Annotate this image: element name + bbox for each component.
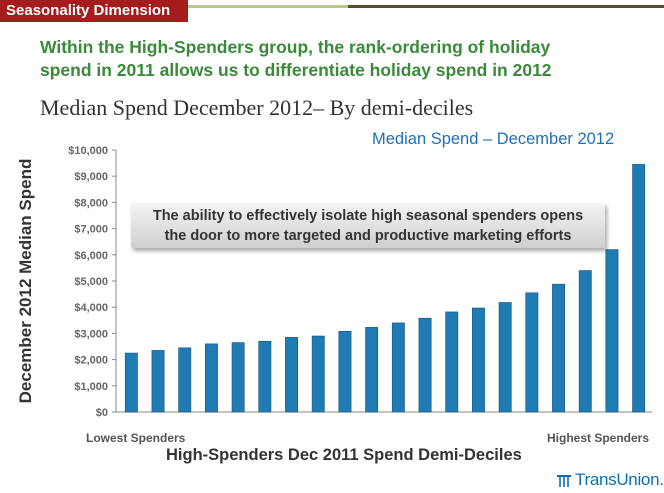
header-rule-dark <box>348 5 664 8</box>
bar <box>258 340 272 413</box>
bar <box>498 302 512 413</box>
y-tick-label: $3,000 <box>74 328 108 340</box>
x-axis-title: High-Spenders Dec 2011 Spend Demi-Decile… <box>166 446 522 464</box>
callout-line-2: the door to more targeted and productive… <box>164 228 572 244</box>
logo-text: TransUnion. <box>575 470 664 489</box>
section-tag-background <box>0 0 188 22</box>
slide-title: Median Spend December 2012– By demi-deci… <box>40 95 474 120</box>
y-tick-label: $4,000 <box>74 302 108 314</box>
y-tick-label: $10,000 <box>68 145 108 157</box>
headline-line-1: Within the High-Spenders group, the rank… <box>40 37 551 57</box>
bar <box>151 350 165 413</box>
y-tick-label: $6,000 <box>74 250 108 262</box>
header-rule-light <box>188 5 348 8</box>
bar <box>231 342 245 413</box>
x-axis-label-highest: Highest Spenders <box>547 431 650 445</box>
bar <box>605 249 619 413</box>
bar <box>285 337 298 413</box>
bar <box>445 311 459 413</box>
header-bar <box>0 0 664 22</box>
bar <box>124 352 138 413</box>
transunion-logo: TransUnion. <box>555 470 664 492</box>
bar <box>178 347 192 413</box>
x-axis-label-lowest: Lowest Spenders <box>86 431 186 445</box>
y-tick-label: $1,000 <box>74 381 108 393</box>
bar <box>391 322 405 413</box>
bar <box>578 270 592 413</box>
section-tag: Seasonality Dimension <box>6 2 171 19</box>
bar <box>311 335 325 413</box>
y-tick-label: $9,000 <box>74 171 108 183</box>
y-tick-label: $7,000 <box>74 224 108 236</box>
chart-title: Median Spend – December 2012 <box>372 130 615 148</box>
bar <box>525 292 539 413</box>
bar <box>365 327 379 413</box>
y-tick-label: $5,000 <box>74 276 108 288</box>
bar <box>552 283 565 413</box>
headline: Within the High-Spenders group, the rank… <box>40 36 640 82</box>
callout-box: The ability to effectively isolate high … <box>131 203 605 248</box>
y-tick-label: $8,000 <box>74 197 108 209</box>
bar <box>338 331 352 413</box>
bar <box>632 164 646 413</box>
transunion-logo-icon <box>555 472 573 490</box>
bar <box>205 343 218 413</box>
bar <box>472 307 485 413</box>
bar <box>418 317 432 413</box>
y-tick-label: $0 <box>96 407 108 419</box>
headline-line-2: spend in 2011 allows us to differentiate… <box>40 60 552 80</box>
y-tick-label: $2,000 <box>74 355 108 367</box>
callout-line-1: The ability to effectively isolate high … <box>152 208 584 224</box>
